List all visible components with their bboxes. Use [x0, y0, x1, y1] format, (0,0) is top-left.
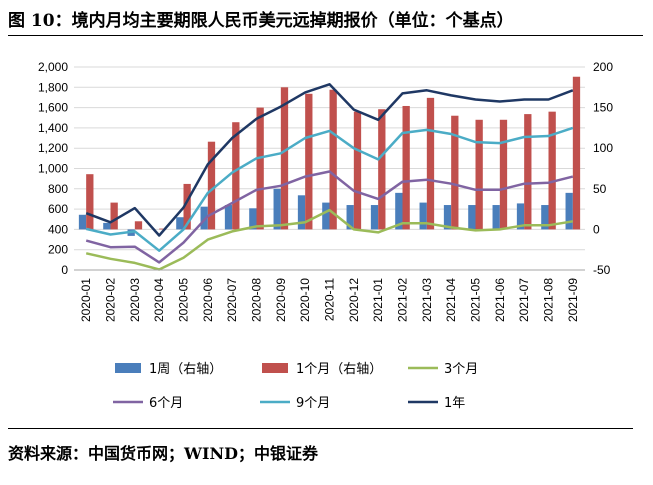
bar-1m — [353, 111, 362, 230]
left-tick-label: 1,600 — [38, 101, 68, 115]
line-3m — [85, 208, 574, 271]
line-9m — [85, 126, 574, 252]
bar-1m — [207, 141, 216, 230]
bar-1w — [468, 205, 476, 230]
left-tick-label: 800 — [48, 182, 68, 196]
legend-swatch — [115, 363, 141, 373]
bar-1m — [256, 107, 264, 230]
bar-1w — [346, 205, 354, 230]
bar-1w — [565, 192, 573, 230]
bar-1w — [419, 202, 427, 230]
category-label: 2020-09 — [274, 278, 288, 322]
category-label: 2021-02 — [396, 278, 410, 322]
bar-1m — [451, 115, 459, 230]
bar-1m — [86, 174, 94, 230]
legend-label: 1个月（右轴） — [296, 362, 382, 377]
left-tick-label: 600 — [48, 202, 68, 216]
category-label: 2021-05 — [469, 278, 483, 322]
right-tick-label: 50 — [593, 182, 607, 196]
bar-1m — [183, 183, 191, 230]
category-label: 2021-07 — [517, 278, 531, 322]
category-label: 2020-11 — [323, 278, 337, 321]
bar-1w — [200, 206, 208, 230]
bar-1m — [305, 93, 313, 230]
bar-1w — [103, 222, 111, 230]
bar-1w — [492, 205, 500, 230]
left-tick-label: 1,400 — [38, 121, 68, 135]
category-label: 2021-06 — [493, 278, 507, 322]
category-label: 2020-06 — [201, 278, 215, 322]
bar-1m — [378, 109, 386, 230]
bar-1m — [499, 119, 508, 230]
category-label: 2020-12 — [347, 278, 361, 322]
legend-swatch — [262, 363, 288, 373]
left-tick-label: 0 — [61, 263, 68, 277]
category-label: 2020-01 — [79, 278, 93, 322]
bar-1w — [273, 188, 281, 230]
bar-1m — [426, 97, 435, 230]
bar-1m — [110, 202, 118, 230]
bar-1w — [78, 214, 87, 230]
legend-label: 1年 — [444, 396, 465, 411]
category-label: 2020-05 — [177, 278, 191, 322]
bar-1m — [572, 76, 581, 230]
bar-1w — [370, 205, 379, 230]
category-label: 2020-07 — [225, 278, 239, 322]
category-label: 2020-02 — [104, 278, 118, 322]
bar-1w — [224, 205, 233, 230]
left-tick-label: 1,800 — [38, 80, 68, 94]
bar-1m — [402, 105, 410, 230]
bar-1w — [541, 205, 549, 230]
line-6m — [85, 170, 574, 264]
legend-label: 1周（右轴） — [149, 362, 222, 377]
category-label: 2021-08 — [542, 278, 556, 322]
left-tick-label: 1,000 — [38, 162, 68, 176]
source-note: 资料来源：中国货币网；WIND；中银证券 — [8, 444, 318, 463]
chart-title: 图 10：境内月均主要期限人民币美元远掉期报价（单位：个基点） — [8, 11, 514, 31]
category-label: 2021-03 — [420, 278, 434, 322]
category-label: 2020-04 — [152, 278, 166, 322]
left-tick-label: 400 — [48, 222, 68, 236]
bar-1m — [134, 221, 143, 230]
category-label: 2020-10 — [298, 278, 312, 322]
legend-label: 9个月 — [296, 396, 330, 411]
category-label: 2020-03 — [128, 278, 142, 322]
category-label: 2021-09 — [566, 278, 580, 322]
bar-1w — [443, 205, 452, 230]
title-rule — [8, 35, 643, 36]
bar-1m — [329, 89, 337, 230]
right-tick-label: -50 — [593, 263, 611, 277]
category-label: 2021-04 — [444, 278, 458, 322]
left-tick-label: 1,200 — [38, 141, 68, 155]
right-tick-label: 150 — [593, 101, 613, 115]
legend-label: 6个月 — [149, 396, 183, 411]
right-tick-label: 0 — [593, 222, 600, 236]
category-label: 2021-01 — [371, 278, 385, 322]
category-label: 2020-08 — [250, 278, 264, 322]
left-tick-label: 200 — [48, 243, 68, 257]
left-tick-label: 2,000 — [38, 60, 68, 74]
bar-1w — [395, 192, 403, 230]
bar-1m — [159, 228, 167, 230]
bar-1w — [249, 208, 257, 230]
right-tick-label: 100 — [593, 141, 613, 155]
bar-1m — [548, 111, 556, 230]
bar-1w — [297, 195, 306, 230]
bar-1m — [475, 119, 483, 230]
legend-label: 3个月 — [444, 362, 478, 377]
bar-1w — [176, 217, 184, 230]
bar-1m — [524, 114, 532, 230]
line-1y — [85, 83, 574, 237]
bar-1w — [516, 203, 525, 230]
bar-1m — [280, 87, 289, 230]
right-tick-label: 200 — [593, 60, 613, 74]
bar-1m — [232, 122, 240, 230]
bottom-rule — [8, 428, 633, 429]
bar-1w — [322, 202, 330, 230]
forward-points-chart: 0 200 400 600 800 1,000 1,200 1,400 1,600 1,800 2,… — [38, 60, 613, 411]
